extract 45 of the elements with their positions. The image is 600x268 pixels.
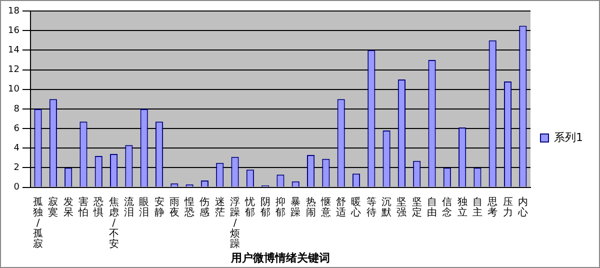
x-tick-label: 自由 <box>427 196 438 219</box>
x-tick-label: 阴郁 <box>260 197 270 219</box>
y-tick-label: 12 <box>8 65 20 76</box>
y-tick-label: 6 <box>14 124 20 134</box>
x-tick-label: 焦虑/不安 <box>108 196 119 250</box>
x-tick-label: 坚定 <box>412 196 422 219</box>
x-tick-label: 安静 <box>154 196 164 219</box>
x-tick-label: 独立 <box>457 196 468 219</box>
legend-label: 系列1 <box>554 130 583 144</box>
x-tick-label: 害怕 <box>77 196 88 219</box>
y-tick-label: 14 <box>8 46 20 56</box>
x-tick-label: 舒适 <box>336 196 346 219</box>
x-tick-label: 伤感 <box>200 196 210 219</box>
x-tick-label: 自主 <box>472 196 482 219</box>
x-tick-label: 浮躁/烦躁 <box>230 196 240 250</box>
x-tick-label: 抑郁 <box>275 196 286 219</box>
x-tick-label: 热闹 <box>306 197 316 219</box>
x-tick-label: 流泪 <box>124 196 134 219</box>
x-tick-label: 思考 <box>486 197 498 219</box>
x-axis-title: 用户微博情绪关键词 <box>230 251 330 264</box>
x-tick-label: 忧郁 <box>244 196 256 219</box>
y-tick-label: 0 <box>14 182 20 193</box>
y-tick-label: 2 <box>14 163 20 174</box>
x-tick-label: 内心 <box>516 196 528 219</box>
x-tick-label: 压力 <box>502 197 513 219</box>
y-tick-label: 18 <box>8 6 20 16</box>
x-tick-label: 眼泪 <box>139 197 150 219</box>
x-tick-label: 沉默 <box>380 196 392 219</box>
y-tick-label: 10 <box>8 84 20 95</box>
x-tick-label: 发呆 <box>63 197 74 219</box>
x-tick-label: 雨夜 <box>169 197 180 219</box>
x-tick-label: 信念 <box>442 196 452 219</box>
y-tick-label: 8 <box>14 104 20 114</box>
x-tick-label: 惶恐 <box>184 196 195 219</box>
x-tick-label: 暴躁 <box>290 197 301 219</box>
y-tick-label: 4 <box>14 143 20 154</box>
x-tick-label: 暖心 <box>350 196 362 219</box>
y-tick-label: 16 <box>8 26 20 36</box>
x-tick-label: 等待 <box>366 196 376 219</box>
x-tick-label: 孤独/孤寂 <box>33 196 44 250</box>
x-tick-label: 坚强 <box>396 196 407 219</box>
x-tick-label: 寂寞 <box>48 196 58 219</box>
x-tick-label: 迷茫 <box>214 196 225 219</box>
x-tick-label: 惬意 <box>320 196 331 219</box>
x-tick-label: 恐惧 <box>92 197 104 219</box>
